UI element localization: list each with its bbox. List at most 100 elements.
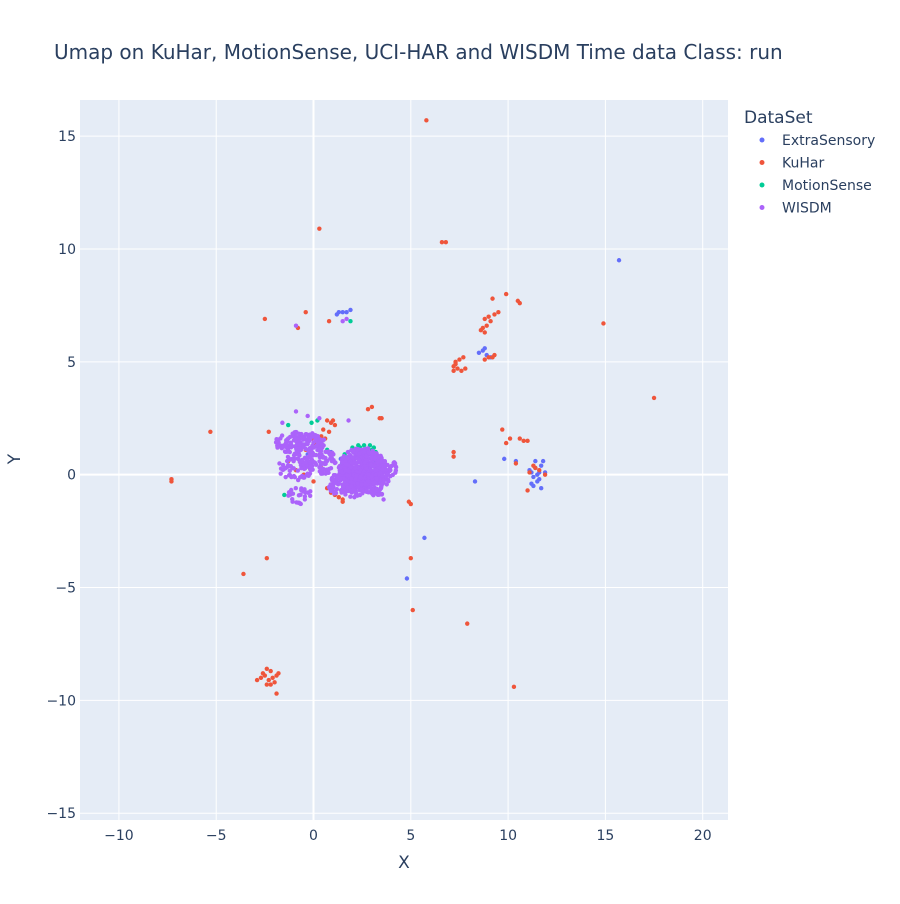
data-point bbox=[348, 494, 353, 499]
data-point bbox=[311, 479, 316, 484]
data-point bbox=[299, 488, 304, 493]
data-point bbox=[383, 467, 389, 472]
data-point bbox=[336, 495, 342, 500]
legend-label: KuHar bbox=[782, 156, 824, 172]
y-tick-label: −10 bbox=[46, 693, 76, 709]
data-point bbox=[517, 436, 522, 441]
data-point bbox=[321, 427, 326, 432]
data-point bbox=[373, 468, 378, 473]
data-point bbox=[482, 346, 487, 351]
data-point bbox=[303, 309, 308, 315]
data-point bbox=[284, 441, 289, 447]
data-point bbox=[308, 453, 313, 458]
data-point bbox=[318, 445, 323, 451]
x-tick-label: −5 bbox=[206, 828, 227, 844]
data-point bbox=[486, 314, 491, 319]
data-point bbox=[393, 464, 399, 470]
data-point bbox=[290, 431, 295, 436]
data-point bbox=[531, 463, 536, 468]
data-point bbox=[324, 418, 330, 423]
data-point bbox=[386, 479, 391, 484]
data-point bbox=[278, 471, 283, 476]
legend-label: MotionSense bbox=[782, 178, 872, 194]
data-point bbox=[368, 462, 374, 468]
tick-labels: −10 −5 0 5 10 15 20 −15 −10 −5 0 5 10 15 bbox=[46, 129, 711, 844]
data-point bbox=[385, 472, 390, 477]
y-tick-label: −5 bbox=[55, 581, 76, 597]
data-point bbox=[286, 436, 291, 441]
data-point bbox=[542, 472, 548, 477]
data-point bbox=[313, 462, 319, 467]
data-point bbox=[482, 316, 487, 322]
data-point bbox=[321, 437, 327, 442]
data-point bbox=[463, 366, 468, 371]
data-point bbox=[313, 433, 318, 438]
data-point bbox=[484, 323, 489, 328]
data-point bbox=[317, 226, 322, 231]
data-point bbox=[329, 452, 334, 458]
data-point bbox=[346, 418, 351, 423]
data-point bbox=[348, 464, 353, 470]
x-tick-label: 5 bbox=[406, 828, 415, 844]
data-point bbox=[376, 492, 382, 497]
data-point bbox=[357, 457, 362, 463]
data-point bbox=[323, 471, 328, 476]
data-point bbox=[350, 448, 356, 454]
data-point bbox=[366, 472, 371, 477]
data-point bbox=[341, 455, 346, 460]
data-point bbox=[455, 366, 460, 371]
data-point bbox=[287, 468, 293, 474]
data-point bbox=[476, 350, 482, 355]
data-point bbox=[408, 555, 414, 561]
data-points bbox=[169, 118, 657, 696]
data-point bbox=[363, 466, 369, 471]
data-point bbox=[260, 671, 266, 676]
x-axis-title: X bbox=[398, 853, 410, 873]
data-point bbox=[287, 472, 293, 478]
data-point bbox=[305, 472, 310, 478]
data-point bbox=[169, 479, 174, 484]
data-point bbox=[379, 416, 384, 421]
data-point bbox=[291, 453, 297, 458]
data-point bbox=[502, 456, 507, 462]
data-point bbox=[340, 485, 346, 490]
data-point bbox=[283, 474, 288, 480]
data-point bbox=[373, 491, 378, 496]
data-point bbox=[378, 470, 383, 475]
data-point bbox=[264, 682, 270, 687]
data-point bbox=[317, 459, 322, 464]
data-point bbox=[359, 482, 364, 487]
x-tick-label: 10 bbox=[499, 828, 517, 844]
data-point bbox=[302, 474, 307, 480]
data-point bbox=[373, 472, 379, 478]
series-wisdm bbox=[273, 316, 399, 507]
data-point bbox=[293, 485, 298, 491]
data-point bbox=[266, 429, 271, 434]
data-point bbox=[348, 307, 353, 313]
data-point bbox=[307, 493, 313, 498]
data-point bbox=[357, 451, 362, 456]
data-point bbox=[323, 459, 328, 465]
data-point bbox=[408, 501, 414, 507]
data-point bbox=[465, 621, 470, 626]
data-point bbox=[286, 456, 292, 461]
data-point bbox=[601, 321, 606, 326]
legend-label: WISDM bbox=[782, 201, 832, 217]
data-point bbox=[343, 462, 349, 467]
data-point bbox=[268, 682, 273, 687]
data-point bbox=[365, 479, 371, 484]
data-point bbox=[305, 413, 310, 419]
data-point bbox=[422, 535, 427, 541]
data-point bbox=[293, 436, 299, 441]
data-point bbox=[288, 445, 294, 450]
data-point bbox=[318, 450, 323, 455]
data-point bbox=[533, 458, 538, 464]
data-point bbox=[482, 357, 487, 362]
data-point bbox=[334, 312, 340, 317]
data-point bbox=[369, 474, 374, 479]
data-point bbox=[457, 357, 462, 362]
data-point bbox=[379, 467, 385, 472]
data-point bbox=[381, 497, 386, 502]
data-point bbox=[305, 440, 310, 445]
